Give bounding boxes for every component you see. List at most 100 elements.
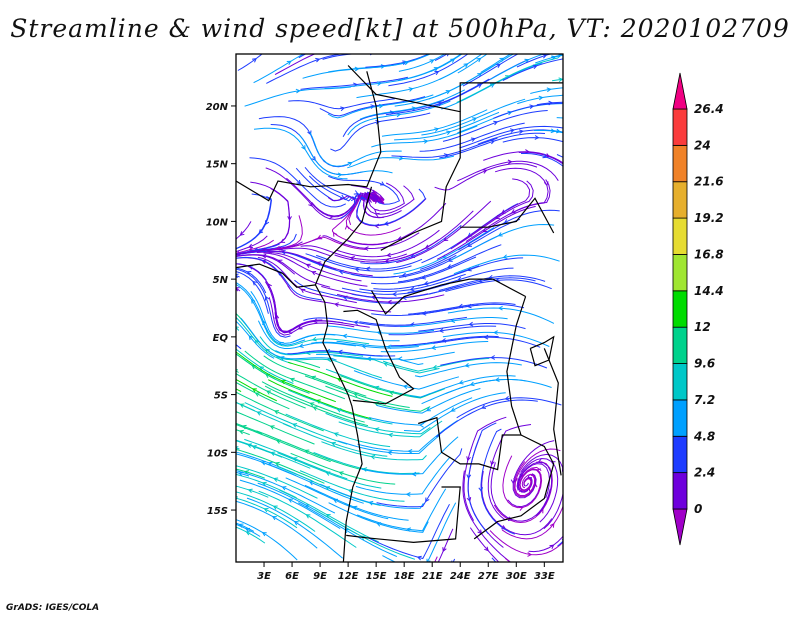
colorbar-segment bbox=[672, 144, 688, 183]
streamline-arrow bbox=[236, 369, 239, 374]
streamline-arrow bbox=[497, 305, 503, 311]
streamline bbox=[263, 355, 367, 397]
streamline bbox=[381, 109, 488, 137]
streamline bbox=[385, 78, 490, 116]
streamline bbox=[382, 357, 490, 372]
streamline-arrow bbox=[236, 287, 240, 292]
streamline-arrow bbox=[433, 67, 439, 72]
streamline-arrow bbox=[525, 486, 531, 492]
streamline-arrow bbox=[374, 427, 380, 432]
colorbar-segment bbox=[672, 399, 688, 437]
credit-text: GrADS: IGES/COLA bbox=[6, 603, 100, 613]
streamline bbox=[419, 122, 525, 152]
streamline-arrow bbox=[423, 139, 429, 144]
streamline-arrow bbox=[296, 179, 302, 185]
streamline-arrow bbox=[446, 54, 449, 57]
streamline bbox=[409, 375, 516, 398]
streamline-arrow bbox=[383, 362, 389, 367]
colorbar-level-label: 4.8 bbox=[693, 429, 715, 443]
streamline-arrow bbox=[425, 497, 430, 503]
streamline bbox=[236, 388, 242, 393]
streamline bbox=[257, 256, 357, 304]
streamline bbox=[236, 561, 237, 562]
streamline bbox=[456, 57, 559, 103]
streamline bbox=[256, 251, 362, 282]
streamline-arrow bbox=[363, 246, 369, 251]
streamline bbox=[253, 54, 305, 84]
streamline-arrow bbox=[537, 458, 543, 464]
streamline-arrow bbox=[305, 263, 311, 268]
streamline bbox=[282, 423, 388, 457]
lon-tick-label: 15E bbox=[366, 571, 387, 582]
streamline-arrow bbox=[271, 516, 277, 521]
streamline-arrow bbox=[248, 243, 254, 249]
streamline-arrow bbox=[391, 291, 397, 297]
streamline bbox=[244, 350, 346, 400]
colorbar-segment bbox=[672, 108, 688, 146]
streamline bbox=[398, 54, 446, 72]
streamline bbox=[459, 125, 563, 149]
lat-tick-label: 20N bbox=[206, 102, 229, 113]
streamline-arrow bbox=[247, 488, 253, 494]
streamline bbox=[311, 341, 419, 349]
border-line bbox=[418, 296, 527, 471]
streamline bbox=[434, 163, 538, 191]
streamline bbox=[417, 257, 524, 287]
streamline-arrow bbox=[261, 532, 267, 537]
streamline bbox=[380, 341, 489, 353]
streamline bbox=[434, 556, 438, 562]
streamline-arrow bbox=[332, 231, 338, 237]
streamline bbox=[236, 353, 310, 394]
streamline bbox=[236, 267, 267, 294]
streamline-arrow bbox=[278, 341, 284, 347]
streamline bbox=[504, 557, 511, 562]
streamline-arrow bbox=[493, 120, 499, 126]
streamline bbox=[347, 202, 447, 246]
streamline-arrow bbox=[252, 57, 257, 63]
streamline-arrow bbox=[507, 159, 513, 165]
streamline-arrow bbox=[450, 58, 456, 63]
streamline bbox=[450, 180, 534, 250]
streamline-arrow bbox=[354, 267, 360, 272]
streamline bbox=[336, 229, 440, 258]
streamline-arrow bbox=[450, 318, 456, 323]
streamline bbox=[463, 416, 507, 521]
streamline bbox=[300, 245, 407, 261]
colorbar-segment bbox=[672, 254, 688, 292]
streamline bbox=[442, 331, 550, 347]
streamline bbox=[288, 98, 395, 110]
streamline-arrow bbox=[481, 404, 487, 409]
streamline-arrow bbox=[493, 330, 498, 335]
streamline bbox=[355, 456, 451, 495]
streamline-arrow bbox=[429, 59, 435, 64]
streamline bbox=[236, 424, 331, 463]
streamline bbox=[337, 434, 441, 454]
streamline-arrow bbox=[352, 505, 358, 511]
streamline-arrow bbox=[497, 232, 503, 237]
streamline bbox=[304, 484, 409, 521]
streamline-arrow bbox=[527, 552, 533, 557]
streamline bbox=[501, 504, 563, 540]
streamline-arrow bbox=[344, 224, 350, 230]
streamline bbox=[347, 155, 455, 169]
lon-tick-label: 24E bbox=[450, 571, 471, 582]
streamline-arrow bbox=[438, 328, 444, 333]
streamline bbox=[236, 448, 325, 484]
streamline bbox=[353, 370, 460, 390]
streamline-arrow bbox=[336, 408, 342, 413]
streamline-arrow bbox=[353, 392, 359, 398]
streamline-arrow bbox=[477, 83, 483, 88]
streamline-arrow bbox=[245, 531, 251, 536]
streamline bbox=[236, 316, 292, 364]
streamline bbox=[327, 94, 434, 119]
streamline bbox=[457, 160, 559, 182]
streamline bbox=[491, 557, 497, 562]
colorbar-level-label: 26.4 bbox=[694, 102, 724, 116]
lon-tick-label: 9E bbox=[313, 571, 327, 582]
colorbar-level-label: 24 bbox=[694, 138, 711, 152]
streamline bbox=[493, 102, 563, 119]
streamline bbox=[259, 336, 364, 357]
colorbar-level-label: 2.4 bbox=[694, 466, 715, 480]
colorbar-segment bbox=[672, 217, 688, 255]
streamline bbox=[287, 361, 393, 397]
